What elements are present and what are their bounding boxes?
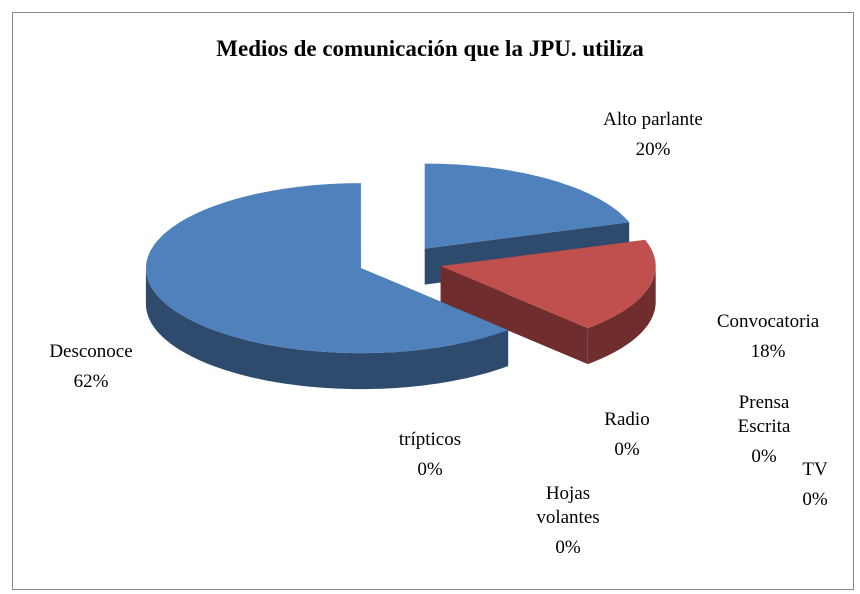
category-label: Radio: [604, 409, 650, 430]
chart-frame: [12, 12, 854, 590]
data-label: trípticos 0%: [399, 428, 461, 482]
value-label: 0%: [555, 537, 581, 558]
value-label: 20%: [635, 139, 671, 160]
category-label: Prensa Escrita: [737, 392, 791, 437]
slice-cut-face: [440, 266, 588, 365]
data-label: Alto parlante 20%: [603, 108, 703, 162]
pie-slice: [146, 183, 509, 354]
slice-side: [587, 266, 656, 365]
pie-tops: [146, 163, 656, 354]
data-label: Radio 0%: [604, 408, 649, 462]
value-label: 62%: [73, 371, 109, 392]
data-label: TV 0%: [802, 458, 827, 512]
value-label: 0%: [751, 446, 777, 467]
value-label: 0%: [802, 489, 828, 510]
value-label: 18%: [750, 341, 786, 362]
category-label: Hojas volantes: [536, 483, 600, 528]
value-label: 0%: [417, 459, 443, 480]
category-label: Convocatoria: [716, 311, 820, 332]
data-label: Convocatoria 18%: [717, 310, 819, 364]
category-label: Desconoce: [49, 341, 133, 362]
chart-title: Medios de comunicación que la JPU. utili…: [216, 36, 644, 61]
data-label: Hojas volantes 0%: [523, 482, 613, 560]
pie-slice: [424, 163, 630, 249]
slice-side: [145, 268, 509, 390]
pie-slice: [440, 239, 656, 329]
category-label: TV: [802, 459, 828, 480]
data-label: Desconoce 62%: [49, 340, 132, 394]
category-label: Alto parlante: [603, 109, 703, 130]
data-label: Prensa Escrita 0%: [716, 391, 812, 469]
value-label: 0%: [614, 439, 640, 460]
category-label: trípticos: [398, 429, 462, 450]
